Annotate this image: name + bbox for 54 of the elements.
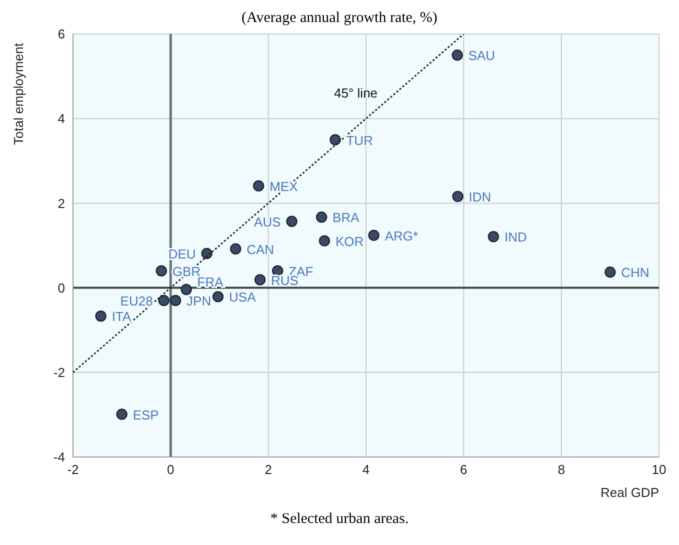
point — [170, 294, 182, 306]
point — [452, 190, 464, 202]
data-label: JPN — [186, 293, 212, 308]
data-label: BRA — [332, 210, 360, 226]
point — [318, 235, 330, 246]
point — [316, 212, 328, 223]
text: * Selected urban areas. — [269, 511, 410, 528]
data-label: CHN — [621, 265, 650, 280]
x-tick-label: 8 — [558, 462, 565, 478]
annotation: 45° line — [334, 86, 378, 101]
data-label: KOR — [335, 234, 364, 249]
point — [180, 284, 192, 296]
x-tick-label: 4 — [362, 462, 370, 478]
data-label: MEX — [270, 178, 298, 194]
data-label: ESP — [132, 407, 159, 422]
y-tick-label: 2 — [58, 196, 65, 211]
point — [604, 266, 616, 278]
y-tick-label: 0 — [58, 280, 65, 296]
data-label: IDN — [468, 189, 492, 204]
point — [286, 216, 298, 227]
data-label: ARG* — [384, 228, 418, 244]
y-tick-label: -4 — [53, 450, 65, 465]
data-label: SAU — [468, 48, 496, 64]
x-tick-label: -2 — [67, 462, 79, 478]
y-tick-label: 6 — [58, 26, 65, 42]
y-tick-label: -2 — [53, 365, 65, 380]
point — [212, 291, 224, 302]
x-axis-title: Real GDP — [600, 485, 659, 500]
point — [158, 294, 170, 306]
chart-subtitle: (Average annual growth rate, %) — [240, 10, 438, 27]
x-tick-label: 0 — [167, 462, 174, 478]
point — [254, 274, 266, 286]
point — [116, 408, 128, 420]
point — [488, 231, 500, 242]
data-label: AUS — [254, 214, 282, 230]
point — [156, 265, 167, 276]
x-tick-label: 10 — [652, 462, 666, 478]
data-label: EU28 — [120, 293, 153, 308]
x-tick-label: 2 — [264, 462, 272, 478]
point — [95, 310, 106, 322]
data-label: CAN — [246, 242, 274, 257]
data-label: TUR — [346, 132, 373, 148]
y-axis-title: Total employment — [11, 42, 26, 145]
data-label: ITA — [112, 309, 132, 324]
data-label: USA — [229, 290, 256, 305]
point — [452, 50, 463, 61]
point — [330, 134, 341, 146]
point — [252, 180, 264, 192]
data-label: IND — [504, 230, 527, 245]
point — [230, 243, 242, 254]
x-tick-label: 6 — [460, 462, 468, 478]
point — [201, 248, 212, 260]
point — [368, 230, 380, 241]
y-tick-label: 4 — [58, 111, 65, 126]
